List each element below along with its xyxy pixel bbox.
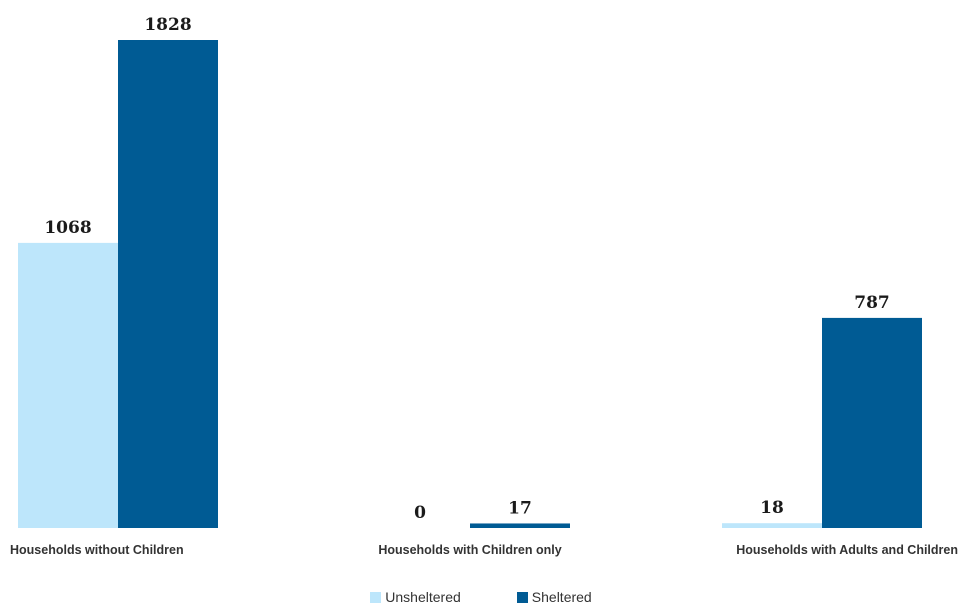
bar-unsheltered-1 [18,242,118,528]
legend-item-sheltered: Sheltered [516,589,592,605]
value-label-sheltered-3: 787 [854,293,890,313]
value-label-sheltered-1: 1828 [144,15,191,35]
legend-swatch-sheltered [516,591,528,603]
legend-label-sheltered: Sheltered [531,589,592,605]
legend-swatch-unsheltered [370,591,382,603]
bar-sheltered-1 [118,40,218,528]
legend-item-unsheltered: Unsheltered [370,589,461,605]
legend: Unsheltered Sheltered [0,589,962,605]
legend-label-unsheltered: Unsheltered [385,589,461,605]
value-label-unsheltered-2: 0 [414,503,426,523]
category-label-3: Households with Adults and Children [736,543,958,557]
value-label-unsheltered-3: 18 [760,498,784,518]
bar-sheltered-3 [822,317,922,528]
bar-sheltered-2 [470,523,570,528]
bar-chart: 1068 1828 0 17 18 787 Households without Chil… [10,15,958,557]
category-label-2: Households with Children only [378,543,561,557]
category-label-1: Households without Children [10,543,184,557]
value-label-unsheltered-1: 1068 [44,218,91,238]
value-label-sheltered-2: 17 [508,498,532,518]
bar-unsheltered-3 [722,523,822,528]
